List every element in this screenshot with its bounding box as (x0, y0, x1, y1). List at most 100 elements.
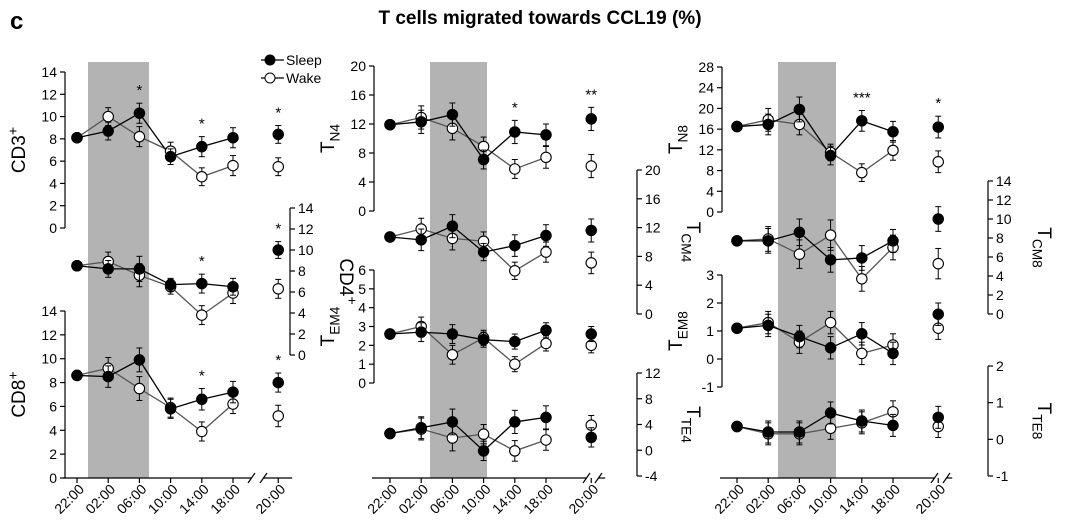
data-point-sleep-TTE4 (446, 416, 459, 428)
y-tick-label: 8 (49, 375, 57, 391)
y-tick-label: -1 (996, 468, 1009, 484)
significance-marker: * (275, 104, 281, 121)
y-tick-label: 2 (298, 326, 306, 342)
x-tick-label: 22:00 (51, 481, 87, 517)
data-point-wake-TEM4 (540, 337, 552, 350)
y-tick-label: 2 (996, 287, 1004, 303)
data-point-wake-CD8 (272, 410, 284, 422)
data-point-sleep-TTE4 (415, 421, 427, 434)
data-point-sleep-TCM8 (824, 254, 837, 266)
y-tick-label: 10 (996, 211, 1012, 227)
y-tick-label: 14 (298, 200, 314, 216)
data-point-sleep-TCM8 (793, 226, 806, 239)
data-point-sleep-CD4 (71, 259, 83, 272)
x-tick-label: 10:00 (145, 481, 181, 517)
data-point-sleep-TTE8 (824, 407, 837, 419)
data-point-sleep-TCM4 (509, 239, 521, 252)
y-tick-label: 12 (645, 365, 661, 381)
data-point-wake-TCM8 (932, 257, 944, 270)
legend-label-wake: Wake (286, 70, 321, 86)
data-point-sleep-CD8 (102, 370, 114, 383)
x-tick-label: 02:00 (82, 481, 118, 517)
data-point-wake-TN4 (540, 151, 552, 164)
data-point-sleep-CD3 (164, 150, 177, 163)
axis-break-mark (594, 472, 603, 484)
y-axis-label-CD8: CD8+ (5, 371, 30, 417)
data-point-wake-CD8 (196, 425, 208, 438)
data-point-sleep-CD8 (164, 403, 177, 415)
y-tick-label: 10 (41, 351, 57, 367)
data-point-sleep-TN4 (509, 126, 521, 138)
data-point-sleep-TTE4 (509, 416, 521, 428)
y-tick-label: 16 (645, 191, 661, 207)
data-point-sleep-TCM4 (384, 231, 396, 243)
y-axis-label-TTE4: TTE4 (678, 406, 703, 443)
y-tick-label: 4 (49, 175, 57, 191)
y-tick-label: 16 (698, 121, 714, 137)
y-tick-label: 8 (358, 145, 366, 161)
y-tick-label: 6 (358, 262, 366, 278)
data-point-sleep-TN8 (731, 120, 743, 133)
data-point-sleep-TCM8 (856, 252, 868, 264)
y-axis-label-TCM4: TCM4 (678, 222, 703, 263)
y-tick-label: 14 (41, 64, 57, 80)
data-point-sleep-CD3 (227, 131, 239, 144)
y-tick-label: 4 (645, 417, 653, 433)
data-point-wake-CD3 (227, 159, 239, 172)
x-tick-label: 18:00 (520, 481, 556, 517)
axis-break-mark (259, 472, 268, 484)
data-point-wake-TEM8 (824, 316, 837, 329)
x-tick-label: 18:00 (207, 481, 243, 517)
data-point-sleep-CD3 (102, 125, 114, 137)
data-point-sleep-TEM8 (856, 328, 868, 340)
y-tick-label: 12 (996, 192, 1012, 208)
data-point-sleep-CD8 (71, 369, 83, 382)
data-point-wake-TTE4 (509, 445, 521, 457)
y-tick-label: 10 (41, 109, 57, 125)
data-point-sleep-TEM4 (415, 326, 427, 338)
data-point-sleep-CD3 (133, 107, 146, 119)
x-tick-label: 14:00 (176, 481, 212, 517)
axis-break-mark (930, 472, 939, 484)
data-point-sleep-TCM4 (477, 246, 490, 258)
y-tick-label: 8 (645, 248, 653, 264)
x-tick-label: 10:00 (458, 481, 494, 517)
x-tick-label: 22:00 (364, 481, 400, 517)
data-point-sleep-TN4 (477, 153, 490, 166)
data-point-sleep-TCM4 (415, 234, 427, 246)
x-tick-label: 10:00 (805, 481, 841, 517)
significance-marker: *** (853, 90, 871, 107)
y-tick-label: 12 (298, 221, 314, 237)
y-tick-label: -1 (702, 379, 715, 395)
legend-marker-sleep (264, 54, 276, 66)
y-tick-label: 2 (706, 295, 714, 311)
data-point-sleep-CD4 (227, 280, 239, 293)
data-point-wake-TEM8 (856, 347, 868, 360)
y-tick-label: 16 (350, 87, 366, 103)
y-tick-label: 24 (698, 80, 714, 96)
data-point-sleep-TTE4 (540, 411, 552, 424)
data-point-sleep-TN4 (384, 118, 396, 131)
significance-marker: * (199, 368, 205, 385)
y-tick-label: 12 (350, 116, 366, 132)
axis-break-mark (247, 472, 256, 484)
y-tick-label: 4 (49, 422, 57, 438)
data-point-wake-TCM8 (856, 273, 868, 285)
data-point-sleep-TN8 (887, 125, 899, 138)
data-point-sleep-TCM4 (446, 220, 459, 232)
data-point-sleep-CD4 (272, 244, 284, 256)
y-tick-label: 14 (41, 303, 57, 319)
y-tick-label: 0 (706, 351, 714, 367)
y-tick-label: 14 (996, 173, 1012, 189)
data-point-sleep-CD8 (196, 393, 208, 406)
data-point-wake-TCM4 (585, 257, 597, 269)
x-tick-label: 06:00 (113, 481, 149, 517)
y-tick-label: 0 (358, 203, 366, 219)
data-point-sleep-TEM8 (731, 322, 743, 334)
y-tick-label: 20 (698, 100, 714, 116)
y-tick-label: 0 (49, 220, 57, 236)
y-axis-label-TTE8: TTE8 (1029, 403, 1054, 440)
data-point-wake-TEM4 (509, 358, 521, 370)
y-tick-label: 12 (41, 86, 57, 102)
y-tick-label: 4 (358, 174, 366, 190)
